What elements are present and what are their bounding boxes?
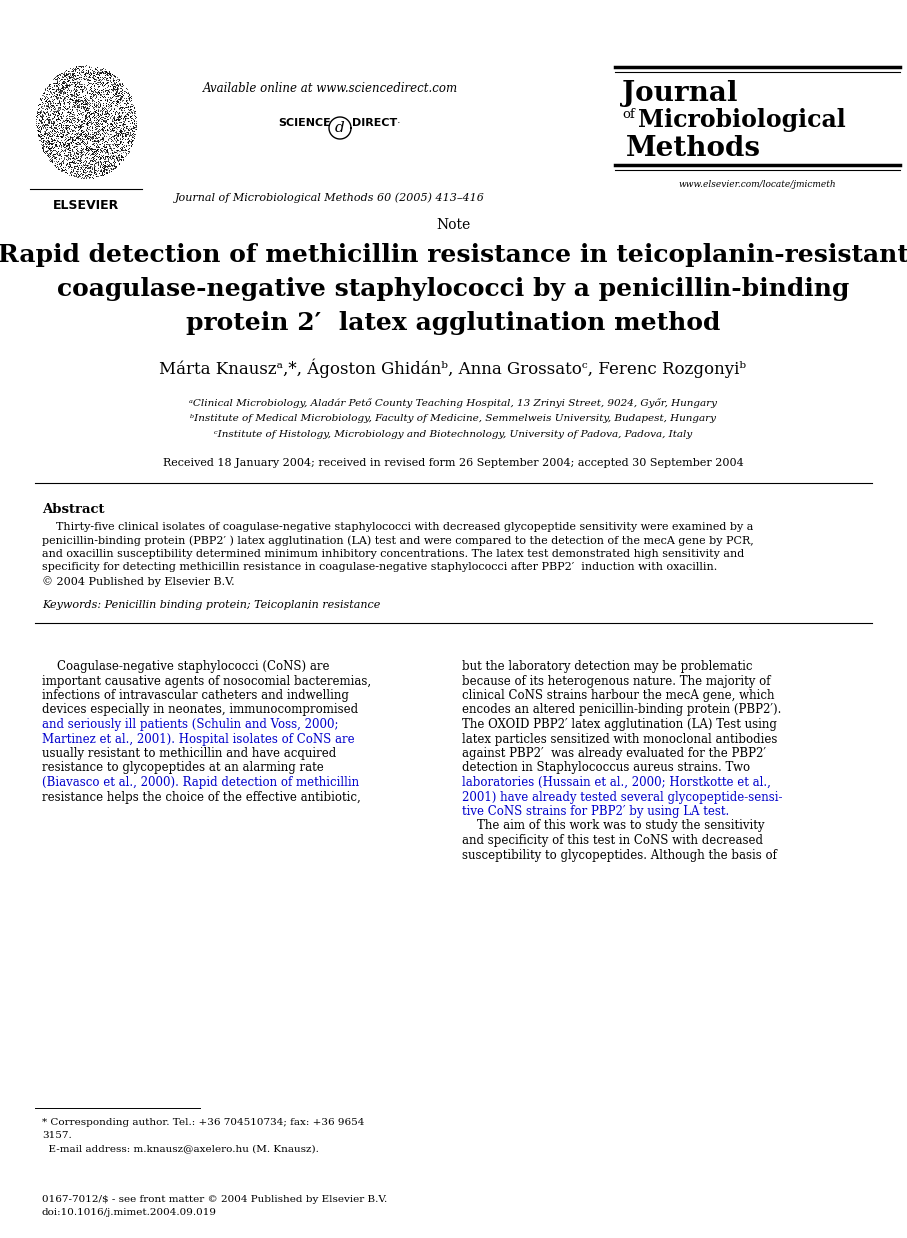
Text: protein 2′  latex agglutination method: protein 2′ latex agglutination method <box>186 311 720 335</box>
Text: The OXOID PBP2′ latex agglutination (LA) Test using: The OXOID PBP2′ latex agglutination (LA)… <box>462 718 777 730</box>
Text: Abstract: Abstract <box>42 503 104 516</box>
Text: Keywords: Penicillin binding protein; Teicoplanin resistance: Keywords: Penicillin binding protein; Te… <box>42 600 380 610</box>
Text: penicillin-binding protein (PBP2′ ) latex agglutination (LA) test and were compa: penicillin-binding protein (PBP2′ ) late… <box>42 536 754 546</box>
Text: 0167-7012/$ - see front matter © 2004 Published by Elsevier B.V.: 0167-7012/$ - see front matter © 2004 Pu… <box>42 1195 387 1205</box>
Text: DIRECT: DIRECT <box>352 118 397 128</box>
Text: www.elsevier.com/locate/jmicmeth: www.elsevier.com/locate/jmicmeth <box>678 180 836 189</box>
Text: and seriously ill patients (Schulin and Voss, 2000;: and seriously ill patients (Schulin and … <box>42 718 338 730</box>
Text: susceptibility to glycopeptides. Although the basis of: susceptibility to glycopeptides. Althoug… <box>462 848 777 862</box>
Text: Available online at www.sciencedirect.com: Available online at www.sciencedirect.co… <box>202 82 457 95</box>
Text: (Biavasco et al., 2000). Rapid detection of methicillin: (Biavasco et al., 2000). Rapid detection… <box>42 776 359 789</box>
Text: coagulase-negative staphylococci by a penicillin-binding: coagulase-negative staphylococci by a pe… <box>57 277 849 301</box>
Text: Received 18 January 2004; received in revised form 26 September 2004; accepted 3: Received 18 January 2004; received in re… <box>162 458 744 468</box>
Text: clinical CoNS strains harbour the mecA gene, which: clinical CoNS strains harbour the mecA g… <box>462 690 775 702</box>
Text: ᵃClinical Microbiology, Aladár Pető County Teaching Hospital, 13 Zrinyi Street, : ᵃClinical Microbiology, Aladár Pető Coun… <box>189 397 717 407</box>
Text: and specificity of this test in CoNS with decreased: and specificity of this test in CoNS wit… <box>462 834 763 847</box>
Text: against PBP2′  was already evaluated for the PBP2′: against PBP2′ was already evaluated for … <box>462 747 766 760</box>
Text: latex particles sensitized with monoclonal antibodies: latex particles sensitized with monoclon… <box>462 733 777 745</box>
Text: Márta Knauszᵃ,*, Ágoston Ghidánᵇ, Anna Grossatoᶜ, Ferenc Rozgonyiᵇ: Márta Knauszᵃ,*, Ágoston Ghidánᵇ, Anna G… <box>160 358 746 378</box>
Text: * Corresponding author. Tel.: +36 704510734; fax: +36 9654: * Corresponding author. Tel.: +36 704510… <box>42 1118 365 1127</box>
Text: devices especially in neonates, immunocompromised: devices especially in neonates, immunoco… <box>42 703 358 717</box>
Text: The aim of this work was to study the sensitivity: The aim of this work was to study the se… <box>462 820 765 832</box>
Text: ELSEVIER: ELSEVIER <box>53 199 119 212</box>
Text: resistance to glycopeptides at an alarming rate: resistance to glycopeptides at an alarmi… <box>42 761 324 775</box>
Text: Journal: Journal <box>622 80 737 106</box>
Text: usually resistant to methicillin and have acquired: usually resistant to methicillin and hav… <box>42 747 336 760</box>
Text: 3157.: 3157. <box>42 1132 72 1140</box>
Text: resistance helps the choice of the effective antibiotic,: resistance helps the choice of the effec… <box>42 791 361 803</box>
Text: ·: · <box>397 118 401 128</box>
Text: of: of <box>622 108 635 121</box>
Text: tive CoNS strains for PBP2′ by using LA test.: tive CoNS strains for PBP2′ by using LA … <box>462 805 729 818</box>
Text: detection in Staphylococcus aureus strains. Two: detection in Staphylococcus aureus strai… <box>462 761 750 775</box>
Text: infections of intravascular catheters and indwelling: infections of intravascular catheters an… <box>42 690 349 702</box>
Text: d: d <box>335 121 345 135</box>
Text: © 2004 Published by Elsevier B.V.: © 2004 Published by Elsevier B.V. <box>42 576 235 587</box>
Text: Coagulase-negative staphylococci (CoNS) are: Coagulase-negative staphylococci (CoNS) … <box>42 660 329 673</box>
Text: Rapid detection of methicillin resistance in teicoplanin-resistant: Rapid detection of methicillin resistanc… <box>0 243 907 267</box>
Text: Thirty-five clinical isolates of coagulase-negative staphylococci with decreased: Thirty-five clinical isolates of coagula… <box>42 522 754 532</box>
Text: Microbiological: Microbiological <box>638 108 845 132</box>
Text: SCIENCE: SCIENCE <box>278 118 331 128</box>
Text: but the laboratory detection may be problematic: but the laboratory detection may be prob… <box>462 660 753 673</box>
Text: ᶜInstitute of Histology, Microbiology and Biotechnology, University of Padova, P: ᶜInstitute of Histology, Microbiology an… <box>214 430 692 439</box>
Text: Methods: Methods <box>626 135 761 162</box>
Text: Martinez et al., 2001). Hospital isolates of CoNS are: Martinez et al., 2001). Hospital isolate… <box>42 733 355 745</box>
Text: Journal of Microbiological Methods 60 (2005) 413–416: Journal of Microbiological Methods 60 (2… <box>175 192 485 203</box>
Text: doi:10.1016/j.mimet.2004.09.019: doi:10.1016/j.mimet.2004.09.019 <box>42 1208 217 1217</box>
Text: because of its heterogenous nature. The majority of: because of its heterogenous nature. The … <box>462 675 771 687</box>
Text: important causative agents of nosocomial bacteremias,: important causative agents of nosocomial… <box>42 675 371 687</box>
Text: specificity for detecting methicillin resistance in coagulase-negative staphyloc: specificity for detecting methicillin re… <box>42 562 717 572</box>
Text: ᵇInstitute of Medical Microbiology, Faculty of Medicine, Semmelweis University, : ᵇInstitute of Medical Microbiology, Facu… <box>190 413 716 423</box>
Text: and oxacillin susceptibility determined minimum inhibitory concentrations. The l: and oxacillin susceptibility determined … <box>42 548 745 560</box>
Text: Note: Note <box>436 218 470 232</box>
Text: laboratories (Hussain et al., 2000; Horstkotte et al.,: laboratories (Hussain et al., 2000; Hors… <box>462 776 771 789</box>
Text: 2001) have already tested several glycopeptide-sensi-: 2001) have already tested several glycop… <box>462 791 783 803</box>
Text: encodes an altered penicillin-binding protein (PBP2′).: encodes an altered penicillin-binding pr… <box>462 703 781 717</box>
Text: E-mail address: m.knausz@axelero.hu (M. Knausz).: E-mail address: m.knausz@axelero.hu (M. … <box>42 1144 319 1153</box>
